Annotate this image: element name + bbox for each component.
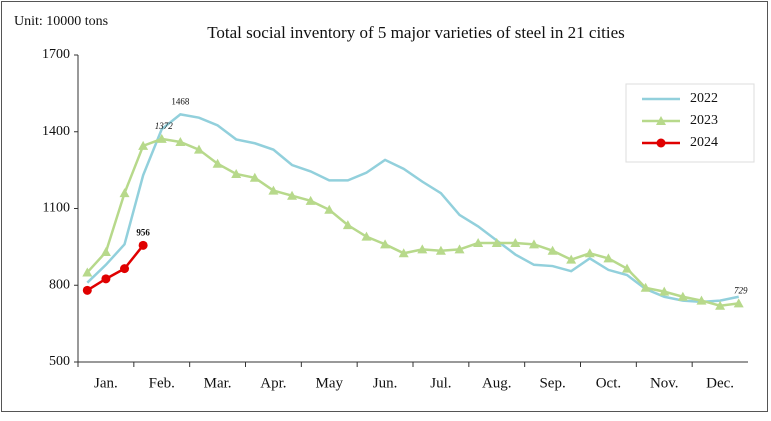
x-tick-label: Sep. <box>539 375 565 391</box>
data-point <box>454 244 465 254</box>
legend-label: 2023 <box>690 113 718 128</box>
data-point <box>566 254 577 264</box>
data-point <box>398 248 409 258</box>
data-point <box>547 245 558 255</box>
data-point <box>435 245 446 255</box>
x-tick-label: Mar. <box>204 375 232 391</box>
data-label: 1372 <box>155 121 174 131</box>
x-tick-label: Aug. <box>482 375 512 391</box>
data-point <box>138 240 148 250</box>
data-point <box>120 264 130 274</box>
data-point <box>361 231 372 241</box>
data-point <box>640 282 651 292</box>
data-label: 1468 <box>171 96 190 106</box>
data-point <box>101 274 111 284</box>
data-point <box>100 246 111 256</box>
data-point <box>733 298 744 308</box>
x-tick-label: Apr. <box>260 375 286 391</box>
x-tick-label: Dec. <box>706 375 734 391</box>
legend-box <box>625 83 755 163</box>
data-point <box>287 190 298 200</box>
x-tick-label: Nov. <box>650 375 679 391</box>
y-tick-label: 1400 <box>42 124 70 139</box>
data-point <box>268 185 279 195</box>
legend-marker <box>656 138 666 148</box>
data-point <box>622 263 633 273</box>
data-point <box>212 158 223 168</box>
y-tick-label: 1700 <box>42 47 70 62</box>
data-point <box>324 204 335 214</box>
data-point <box>584 248 595 258</box>
data-point <box>193 144 204 154</box>
x-tick-label: Jun. <box>373 375 398 391</box>
series-line <box>86 113 739 304</box>
unit-label: Unit: 10000 tons <box>14 14 108 29</box>
chart-title: Total social inventory of 5 major variet… <box>207 23 625 42</box>
data-point <box>677 291 688 301</box>
data-point <box>175 136 186 146</box>
legend-label: 2022 <box>690 91 718 106</box>
data-point <box>715 300 726 310</box>
x-tick-label: Jan. <box>94 375 118 391</box>
y-tick-label: 500 <box>49 354 70 369</box>
data-point <box>119 188 130 198</box>
data-point <box>696 295 707 305</box>
legend-marker <box>656 116 666 125</box>
data-point <box>659 286 670 296</box>
data-point <box>473 238 484 248</box>
data-point <box>138 140 149 150</box>
data-point <box>528 239 539 249</box>
data-point <box>510 238 521 248</box>
data-label: 956 <box>136 227 150 237</box>
data-point <box>305 195 316 205</box>
data-point <box>231 168 242 178</box>
legend-label: 2024 <box>690 135 718 150</box>
data-point <box>342 220 353 230</box>
data-point <box>491 238 502 248</box>
y-tick-label: 800 <box>49 277 70 292</box>
x-tick-label: Oct. <box>596 375 621 391</box>
x-tick-label: Jul. <box>430 375 451 391</box>
data-label: 729 <box>734 285 748 295</box>
data-point <box>603 253 614 263</box>
x-tick-label: Feb. <box>149 375 175 391</box>
data-point <box>156 133 167 143</box>
data-point <box>82 267 93 277</box>
data-point <box>82 285 92 295</box>
series-line <box>86 244 145 292</box>
data-point <box>417 244 428 254</box>
data-point <box>249 172 260 182</box>
y-tick-label: 1100 <box>43 201 70 216</box>
frame <box>1 1 768 412</box>
data-point <box>380 239 391 249</box>
x-tick-label: May <box>316 375 344 391</box>
